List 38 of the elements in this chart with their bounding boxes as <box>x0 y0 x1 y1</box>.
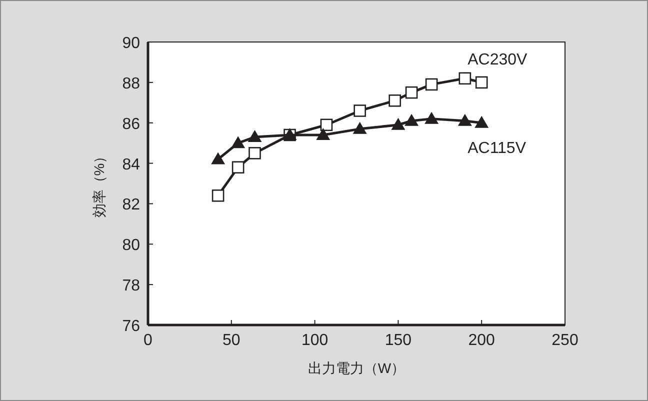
point <box>320 118 333 132</box>
x-tick-label: 100 <box>301 332 328 349</box>
y-tick-label: 78 <box>122 278 140 295</box>
point <box>248 130 262 142</box>
point <box>458 114 472 126</box>
point <box>405 86 418 99</box>
x-tick-label: 150 <box>384 332 412 349</box>
y-axis-title: 効率（%） <box>91 149 107 218</box>
x-axis-title: 出力電力（W） <box>308 360 406 376</box>
point <box>424 112 439 124</box>
series-label: AC230V <box>468 51 528 68</box>
point <box>474 116 489 128</box>
point <box>352 122 367 134</box>
point <box>391 118 406 130</box>
x-tick-label: 250 <box>552 332 578 349</box>
y-tick-label: 86 <box>122 116 140 133</box>
point <box>248 147 261 160</box>
series-label: AC115V <box>468 140 526 157</box>
point <box>211 152 226 164</box>
x-tick-label: 0 <box>144 332 153 349</box>
y-tick-label: 90 <box>122 35 140 52</box>
point <box>354 104 366 117</box>
point <box>404 114 419 126</box>
point <box>475 76 488 89</box>
point <box>231 136 246 148</box>
point <box>388 94 402 107</box>
point <box>425 78 438 91</box>
point <box>458 72 472 85</box>
x-tick-label: 50 <box>222 332 240 349</box>
y-tick-label: 76 <box>122 318 140 335</box>
point <box>316 128 330 140</box>
y-tick-label: 88 <box>122 75 140 92</box>
y-tick-label: 82 <box>122 196 140 214</box>
point <box>232 161 244 174</box>
y-tick-label: 84 <box>122 156 140 174</box>
x-tick-label: 200 <box>468 332 496 349</box>
y-tick-label: 80 <box>122 237 140 254</box>
point <box>212 189 224 202</box>
